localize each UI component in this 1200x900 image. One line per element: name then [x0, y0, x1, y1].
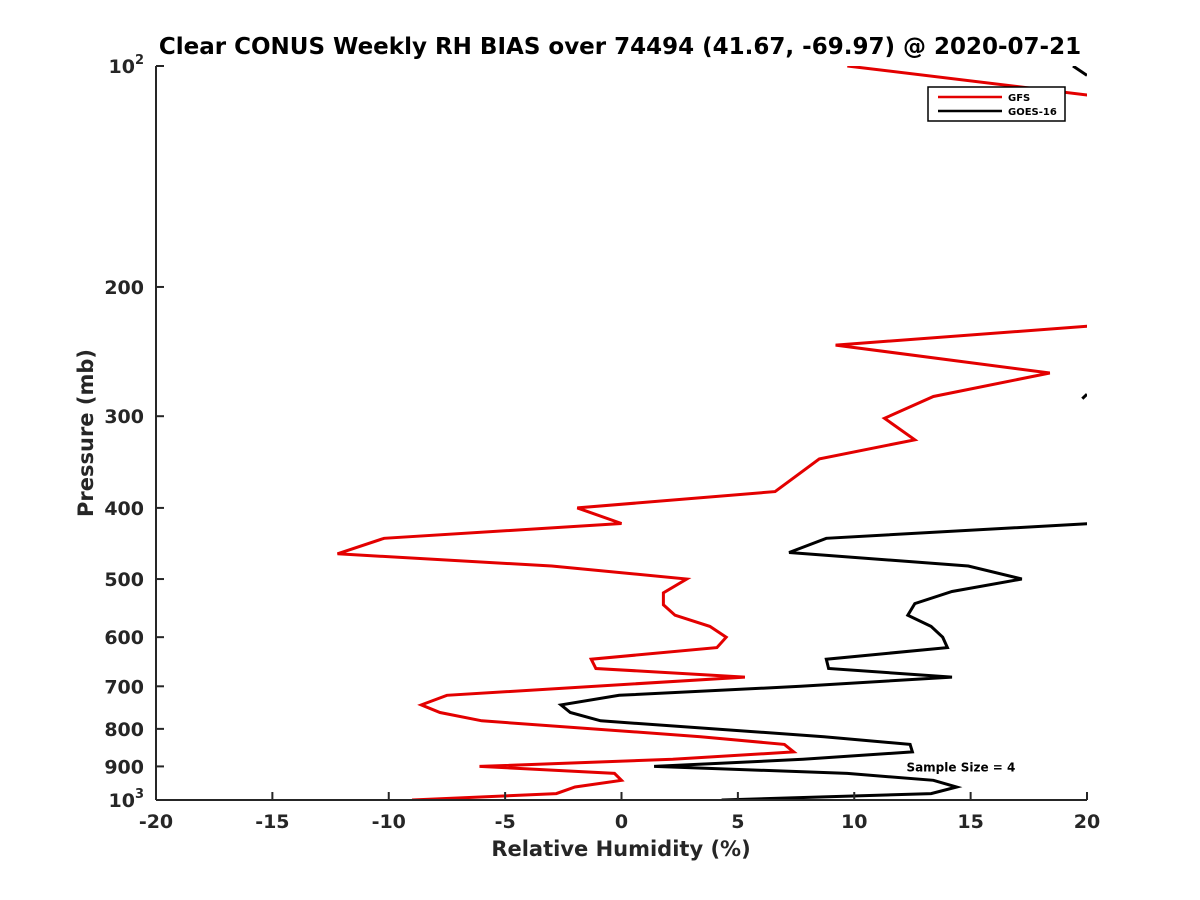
x-tick-label: 10	[841, 811, 867, 833]
y-tick-label: 200	[104, 277, 144, 299]
legend-box	[927, 86, 1066, 122]
x-axis-label: Relative Humidity (%)	[491, 837, 750, 861]
y-tick-label: 300	[104, 406, 144, 428]
series-line-goes16	[557, 393, 1087, 800]
x-tick-label: 0	[615, 811, 628, 833]
y-tick-label: 103	[109, 787, 145, 812]
series-extra-mark	[1072, 66, 1087, 77]
series-line-goes16-segment	[1081, 393, 1087, 400]
x-tick-label: 5	[731, 811, 744, 833]
series-extra-mark-segment	[1072, 66, 1087, 77]
y-axis-label: Pressure (mb)	[74, 349, 98, 517]
y-tick-label: 800	[104, 719, 144, 741]
x-tick-label: -10	[372, 811, 406, 833]
axes-layer: -20 -15 -10 -5 0 5 10 15 20 102 200 300 400 500 600 700…	[104, 53, 1100, 833]
series-line-gfs-segment	[337, 324, 1087, 800]
x-tick-label: -15	[255, 811, 289, 833]
x-tick-label: -5	[495, 811, 516, 833]
y-tick-label: 500	[104, 569, 144, 591]
y-tick-label: 400	[104, 498, 144, 520]
plot-area: -20 -15 -10 -5 0 5 10 15 20 102 200 300 400 500 600 700…	[104, 53, 1100, 833]
y-tick-label: 600	[104, 627, 144, 649]
legend-label-goes16: GOES-16	[1008, 107, 1057, 118]
x-tick-label: 20	[1074, 811, 1100, 833]
y-tick-label: 102	[109, 53, 145, 78]
x-tick-label: 15	[957, 811, 983, 833]
y-tick-label: 900	[104, 756, 144, 778]
y-tick-label: 700	[104, 676, 144, 698]
sample-size-annotation: Sample Size = 4	[906, 760, 1015, 774]
legend: GFS GOES-16	[927, 86, 1066, 122]
chart-title: Clear CONUS Weekly RH BIAS over 74494 (4…	[159, 34, 1081, 60]
series-line-goes16-segment	[557, 522, 1087, 800]
legend-label-gfs: GFS	[1008, 93, 1030, 104]
x-tick-label: -20	[139, 811, 173, 833]
